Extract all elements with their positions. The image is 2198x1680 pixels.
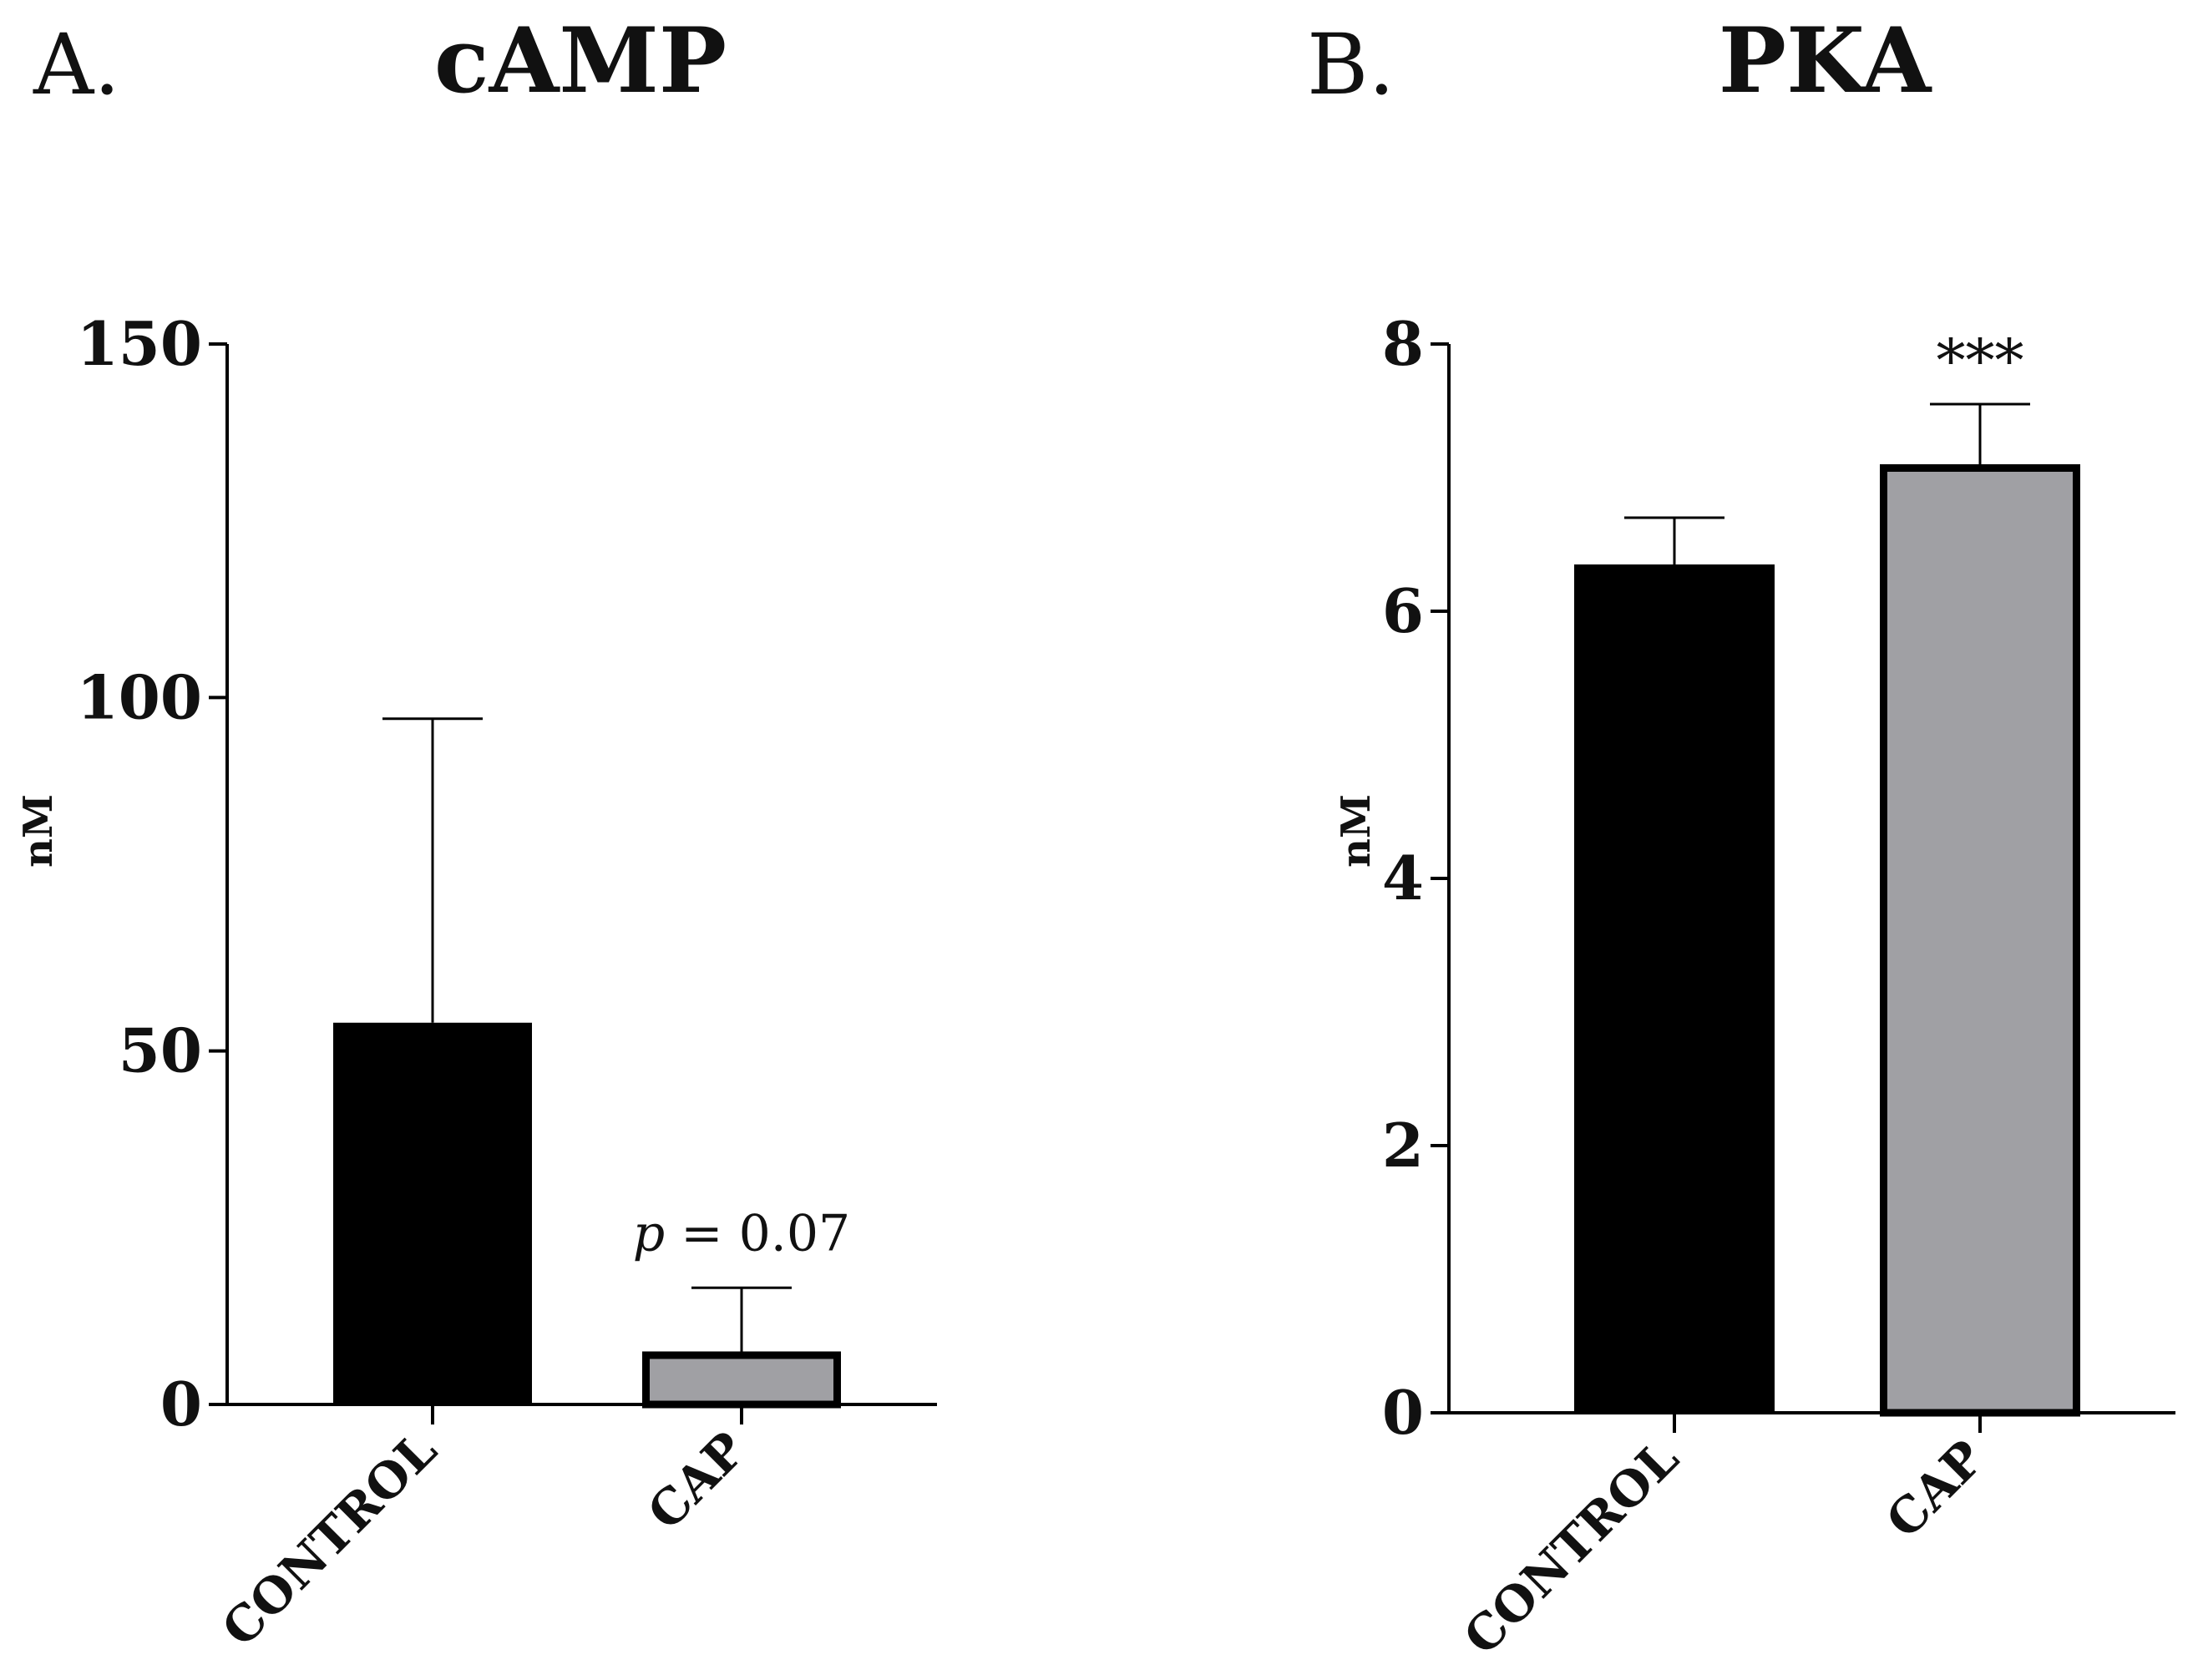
panel-b-y-tick-label: 2 [1382, 1110, 1424, 1181]
panel-a-chart: 0 50 100 150 nM CONTROL CAP p = 0.07 [15, 308, 937, 1657]
panel-a-category-label-control: CONTROL [211, 1421, 448, 1657]
panel-b-y-tick-label: 6 [1382, 575, 1424, 646]
panel-a-y-tick-label: 100 [77, 661, 202, 732]
panel-b-y-tick-label: 4 [1382, 843, 1424, 913]
panel-b-bar-control [1574, 564, 1775, 1413]
panel-a-y-tick-label: 0 [160, 1369, 202, 1440]
panel-a-p-value-annotation: p = 0.07 [633, 1204, 850, 1263]
panel-a-letter: A. [33, 16, 120, 114]
panel-b-chart: 0 2 4 6 8 nM CONTROL CAP *** [1333, 308, 2175, 1666]
panel-b-y-axis-label: nM [1333, 794, 1380, 868]
panel-b-title: PKA [1719, 8, 1933, 114]
panel-a-y-axis-label: nM [15, 794, 62, 868]
panel-a-title: cAMP [434, 8, 727, 114]
panel-a-bar-control [333, 1022, 532, 1404]
panel-a-category-label-cap: CAP [637, 1421, 757, 1541]
panel-b-letter: B. [1307, 16, 1395, 114]
panel-b-y-tick-label: 8 [1382, 308, 1424, 379]
panel-b-significance-annotation: *** [1937, 326, 2024, 395]
panel-b-category-label-cap: CAP [1876, 1430, 1995, 1549]
panel-a-y-tick-label: 150 [77, 308, 202, 379]
panel-a-y-tick-label: 50 [119, 1015, 202, 1086]
panel-b-y-tick-label: 0 [1382, 1377, 1424, 1448]
panel-b-category-label-control: CONTROL [1453, 1430, 1689, 1666]
panel-b-bar-cap [1880, 464, 2080, 1417]
panel-a-bar-cap [642, 1351, 841, 1409]
